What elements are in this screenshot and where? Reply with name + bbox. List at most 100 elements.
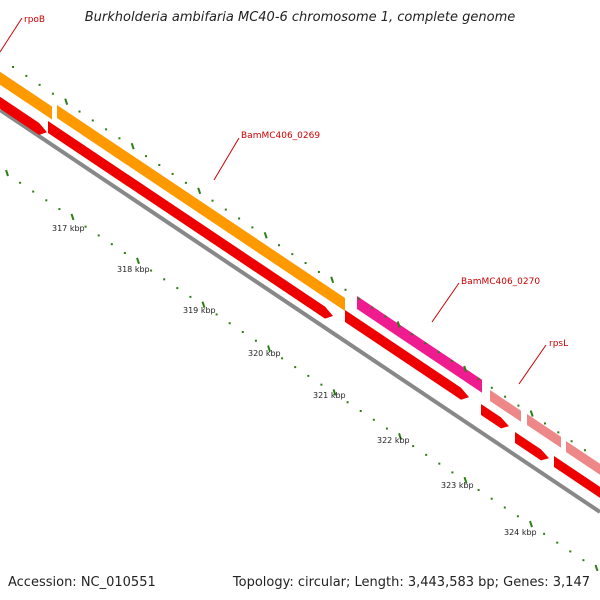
feature-callout-line	[431, 282, 460, 323]
gene-track	[0, 71, 600, 475]
scale-tick-major	[594, 564, 599, 572]
scale-tick-major	[70, 213, 75, 221]
cds-rpsL	[481, 404, 509, 429]
outer-tick-minor	[105, 128, 108, 131]
scale-tick-minor	[215, 313, 218, 316]
scale-tick-major	[332, 389, 337, 396]
scale-tick-minor	[58, 208, 61, 211]
scale-tick-minor	[451, 471, 454, 474]
outer-tick-major	[396, 321, 401, 328]
scale-tick-minor	[359, 409, 362, 412]
scale-tick-minor	[556, 541, 559, 544]
outer-tick-minor	[184, 181, 187, 184]
scale-tick-minor	[228, 322, 231, 325]
outer-tick-minor	[570, 440, 573, 443]
scale-tick-major	[201, 301, 206, 308]
feature-callout-line	[0, 17, 23, 53]
outer-tick-minor	[557, 431, 560, 434]
gene-rpoB	[0, 71, 52, 120]
feature-label: rpsL	[549, 339, 568, 349]
scale-label: 318 kbp	[117, 265, 150, 274]
scale-tick-minor	[254, 339, 257, 342]
gene-BamMC406_0270	[357, 296, 482, 393]
outer-tick-minor	[504, 395, 507, 398]
outer-tick-minor	[291, 253, 294, 256]
gene-next-partial	[566, 441, 600, 475]
scale-label: 324 kbp	[504, 528, 537, 537]
scale-tick-minor	[412, 445, 415, 448]
outer-tick-minor	[490, 386, 493, 389]
outer-tick-major	[263, 231, 268, 239]
gene-rpsG-partial	[527, 414, 561, 448]
outer-tick-minor	[25, 74, 28, 77]
feature-callout-line	[518, 344, 547, 385]
outer-tick-minor	[78, 110, 81, 113]
outer-tick-minor	[544, 422, 546, 425]
outer-tick-minor	[411, 333, 413, 336]
scale-tick-minor	[516, 515, 519, 518]
scale-tick-minor	[477, 488, 480, 491]
outer-tick-minor	[12, 66, 14, 68]
scale-tick-major	[529, 520, 533, 528]
outer-tick-minor	[38, 83, 41, 86]
outer-tick-minor	[517, 404, 520, 407]
scale-tick-minor	[281, 357, 284, 360]
outer-tick-minor	[211, 199, 214, 202]
feature-callouts: rpoB BamMC406_0269 BamMC406_0270 rpsL	[0, 15, 568, 385]
scale-labels: 317 kbp 318 kbp 319 kbp 320 kbp 321 kbp 322 k…	[52, 224, 537, 537]
outer-tick-minor	[344, 288, 347, 291]
outer-tick-minor	[424, 342, 427, 345]
scale-tick-minor	[320, 383, 323, 386]
scale-tick-minor	[425, 453, 428, 456]
outer-tick-minor	[278, 244, 280, 247]
scale-tick-minor	[294, 366, 297, 369]
feature-label: rpoB	[24, 15, 45, 25]
scale-tick-major	[463, 476, 468, 484]
scale-label: 321 kbp	[313, 391, 346, 400]
scale-tick-minor	[582, 559, 585, 562]
scale-tick-minor	[150, 269, 153, 272]
outer-tick-minor	[251, 226, 254, 229]
outer-tick-major	[330, 276, 335, 284]
scale-label: 319 kbp	[183, 306, 216, 315]
outer-tick-minor	[450, 360, 453, 363]
outer-tick-minor	[477, 377, 480, 380]
cds-BamMC406_0270	[345, 310, 469, 400]
outer-tick-minor	[171, 172, 174, 175]
gene-rpsL	[490, 390, 521, 422]
outer-tick-minor	[118, 137, 121, 140]
outer-tick-minor	[158, 164, 161, 167]
outer-tick-major	[463, 365, 468, 373]
cds-BamMC406_0269	[48, 121, 333, 319]
outer-tick-minor	[437, 351, 440, 354]
outer-tick-major	[130, 142, 135, 150]
outer-tick-major	[64, 98, 69, 105]
feature-callout-line	[213, 137, 240, 181]
scale-tick-minor	[84, 225, 87, 228]
outer-tick-minor	[224, 208, 227, 211]
outer-tick-minor	[384, 315, 387, 318]
outer-tick-minor	[583, 449, 586, 452]
outer-tick-ruler	[12, 66, 586, 452]
feature-label: BamMC406_0270	[461, 277, 540, 287]
scale-tick-minor	[307, 374, 310, 377]
scale-tick-minor	[163, 278, 166, 281]
scale-tick-minor	[176, 287, 179, 290]
scale-tick-major	[136, 257, 140, 265]
scale-tick-major	[267, 345, 271, 352]
topology-label: Topology: circular; Length: 3,443,583 bp…	[232, 575, 590, 590]
outer-tick-minor	[51, 92, 54, 95]
scale-label: 317 kbp	[52, 224, 85, 233]
outer-tick-major	[197, 187, 202, 195]
scale-tick-minor	[123, 251, 126, 254]
outer-tick-major	[529, 410, 534, 417]
feature-label: BamMC406_0269	[241, 131, 320, 141]
outer-tick-minor	[304, 262, 307, 265]
scale-tick-minor	[503, 506, 506, 509]
outer-tick-minor	[317, 270, 320, 273]
scale-tick-major	[398, 432, 402, 440]
map-title: Burkholderia ambifaria MC40-6 chromosome…	[84, 10, 516, 25]
scale-tick-minor	[110, 243, 113, 246]
